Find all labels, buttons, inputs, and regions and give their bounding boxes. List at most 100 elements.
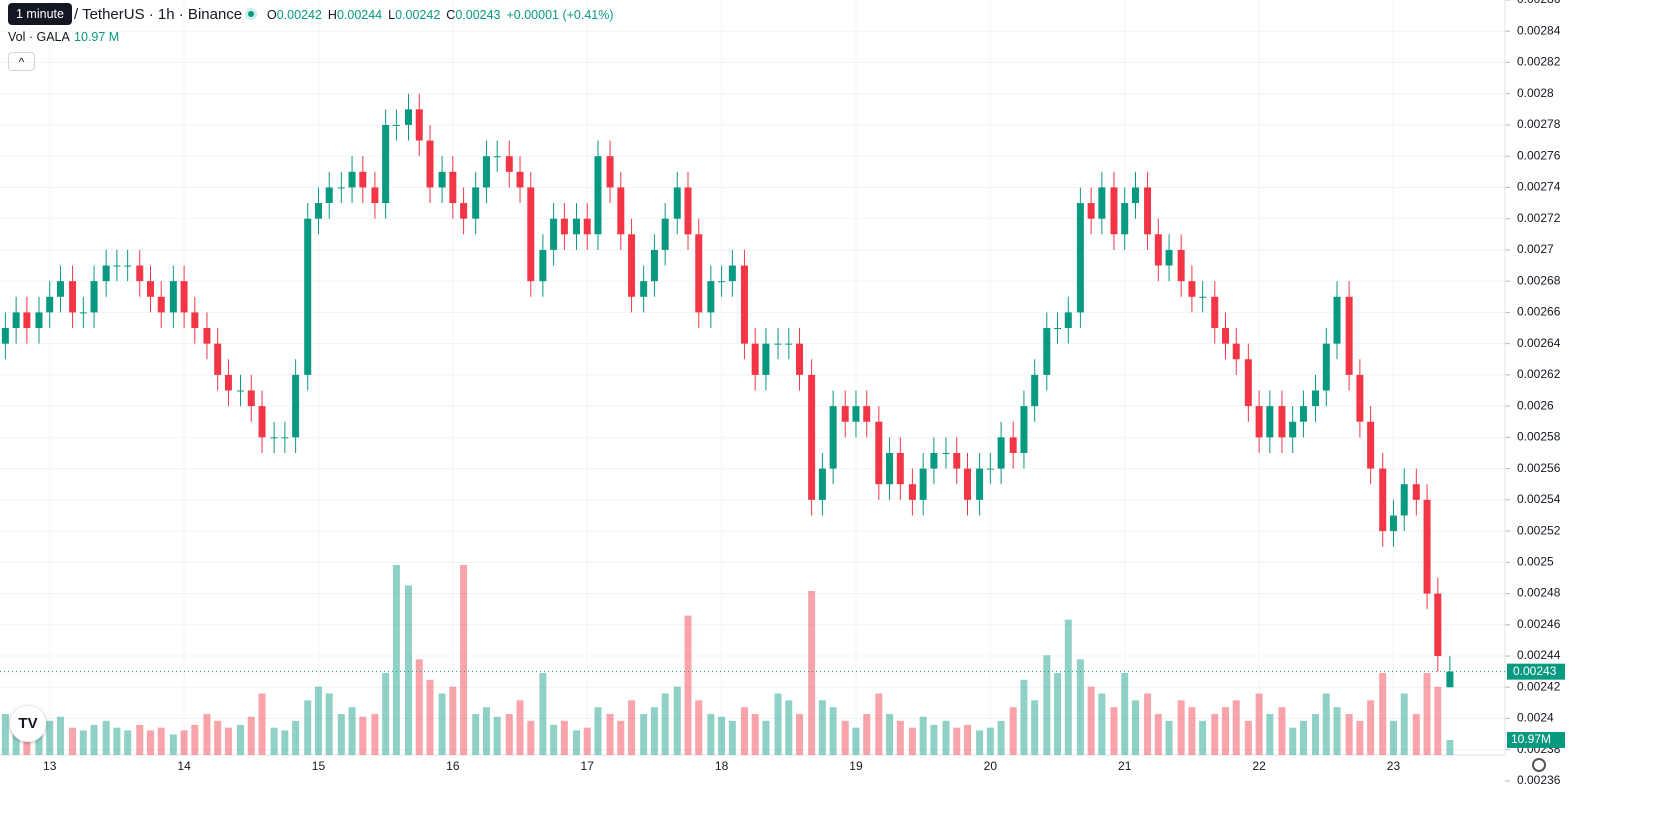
candle-body — [1356, 374, 1364, 422]
candle-body — [560, 218, 568, 235]
y-tick-label: 0.00242 — [1517, 679, 1561, 693]
candle-body — [942, 452, 950, 454]
volume-bar — [1345, 713, 1353, 755]
y-tick-label: 0.00248 — [1517, 586, 1561, 600]
volume-bar — [1222, 707, 1229, 755]
volume-bar — [997, 720, 1005, 755]
volume-bar — [415, 659, 423, 755]
candle-body — [1278, 406, 1286, 438]
candle-body — [493, 156, 501, 158]
volume-bar — [1054, 672, 1062, 755]
logo[interactable]: TV — [10, 706, 46, 742]
candle-body — [505, 156, 513, 172]
ohlc-value: 0.00242 — [276, 8, 322, 22]
volume-bar — [762, 720, 770, 755]
volume-bar — [1232, 700, 1240, 755]
collapse-button[interactable]: ^ — [8, 52, 35, 71]
candle-body — [1434, 593, 1442, 657]
volume-bar — [1423, 672, 1431, 755]
candle-body — [1043, 328, 1051, 375]
volume-bar — [1199, 720, 1207, 755]
volume-bar — [527, 720, 535, 755]
candle-body — [684, 187, 692, 235]
volume-bar — [796, 713, 804, 755]
volume-bar — [35, 724, 43, 755]
candle-body — [1232, 343, 1240, 360]
y-tick-label: 0.00244 — [1517, 648, 1561, 662]
volume-bar — [852, 727, 860, 755]
volume-bar — [405, 585, 412, 755]
volume-bar — [191, 724, 199, 755]
candle-body — [270, 437, 278, 439]
x-tick-label: 18 — [715, 759, 729, 773]
candle-body — [1064, 312, 1072, 329]
y-tick-label: 0.00276 — [1517, 148, 1561, 162]
symbol-title: / TetherUS · 1h · Binance — [74, 6, 243, 23]
volume-bar — [617, 720, 625, 755]
volume-bar — [113, 727, 121, 755]
candle-body — [1199, 296, 1207, 298]
volume-bar — [1165, 720, 1173, 755]
volume-bar — [953, 727, 961, 755]
volume-bar — [640, 713, 648, 755]
candle-body — [348, 171, 356, 188]
volume-bar — [964, 724, 971, 755]
volume-bar — [572, 730, 580, 755]
volume-bar — [875, 693, 883, 755]
candle-body — [1009, 437, 1017, 453]
candle-body — [292, 374, 300, 438]
candle-body — [1400, 484, 1408, 516]
volume-bar — [1076, 659, 1084, 755]
candle-body — [472, 187, 480, 219]
volume-bar — [930, 724, 938, 755]
candle-body — [1266, 406, 1274, 438]
y-tick-label: 0.00284 — [1517, 23, 1561, 37]
status-dot — [245, 8, 257, 20]
volume-bar — [896, 720, 904, 755]
candle-body — [1255, 406, 1263, 438]
volume-bar — [594, 707, 602, 755]
volume-bar — [169, 734, 177, 755]
volume-bar — [751, 713, 759, 755]
candle-body — [886, 452, 894, 485]
candle-body — [69, 281, 77, 313]
volume-value: 10.97 M — [74, 30, 120, 44]
volume-bar — [90, 724, 98, 755]
candle-body — [247, 390, 255, 407]
y-tick-label: 0.00278 — [1517, 117, 1561, 131]
candle-body — [157, 296, 165, 313]
volume-bar — [650, 707, 658, 755]
candle-body — [102, 265, 110, 282]
volume-bar — [214, 720, 222, 755]
candle-body — [1087, 203, 1095, 219]
candle-body — [1312, 390, 1320, 407]
volume-bar — [774, 693, 782, 755]
candle-body — [964, 468, 971, 500]
candle-body — [136, 265, 144, 282]
volume-bar — [583, 727, 591, 755]
volume-bar — [718, 716, 726, 755]
candle-body — [896, 452, 904, 485]
volume-tag-label: 10.97M — [1511, 732, 1551, 746]
volume-bar — [1446, 740, 1454, 755]
candle-body — [90, 281, 98, 313]
candle-body — [392, 124, 400, 126]
candle-body — [516, 171, 524, 188]
volume-bar — [863, 713, 871, 755]
candle-body — [628, 234, 636, 297]
settings-button[interactable] — [1532, 758, 1546, 772]
volume-bar — [1177, 700, 1185, 755]
volume-bar — [606, 713, 614, 755]
volume-bar — [942, 720, 950, 755]
volume-bar — [124, 730, 132, 755]
volume-bar — [224, 727, 232, 755]
candle-body — [1333, 296, 1341, 344]
candle-body — [539, 249, 547, 282]
x-tick-label: 14 — [177, 759, 191, 773]
volume-bar — [1412, 713, 1420, 755]
volume-bar — [1098, 693, 1106, 755]
candle-body — [1367, 421, 1375, 469]
candle-body — [337, 187, 345, 189]
candle-body — [1076, 203, 1084, 313]
volume-bar — [247, 716, 255, 755]
